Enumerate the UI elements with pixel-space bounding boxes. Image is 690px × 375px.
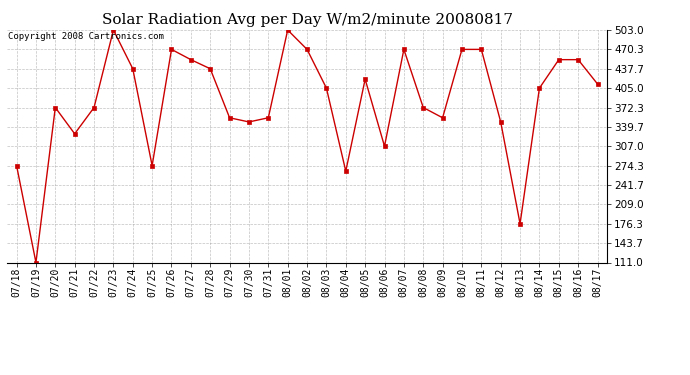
Text: Copyright 2008 Cartronics.com: Copyright 2008 Cartronics.com [8, 32, 164, 41]
Title: Solar Radiation Avg per Day W/m2/minute 20080817: Solar Radiation Avg per Day W/m2/minute … [101, 13, 513, 27]
